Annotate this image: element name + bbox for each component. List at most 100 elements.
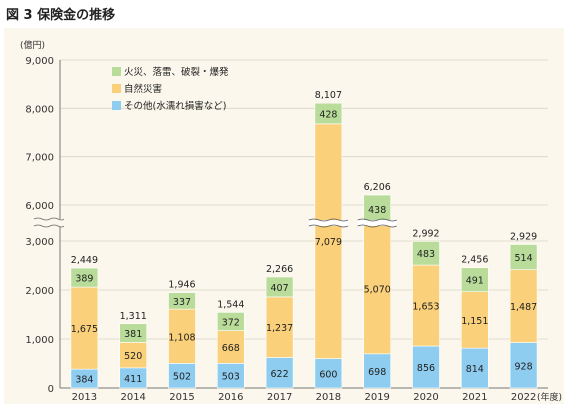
value-label: 600 (319, 369, 337, 380)
bar-segment (217, 312, 245, 331)
total-label: 6,206 (364, 182, 391, 193)
y-tick-label: 2,000 (25, 286, 54, 297)
value-label: 668 (222, 343, 240, 354)
value-label: 520 (124, 351, 142, 362)
x-tick-label: 2014 (120, 392, 145, 403)
value-label: 5,070 (364, 284, 391, 295)
bar-segment (509, 269, 538, 343)
bar-segment (168, 308, 196, 364)
bar-segment (412, 241, 440, 266)
bar-segment (70, 286, 99, 370)
legend-swatch (112, 84, 121, 93)
value-label: 514 (515, 253, 533, 264)
bar-break-line (357, 218, 397, 222)
total-label: 8,107 (315, 90, 342, 101)
value-label: 384 (75, 375, 93, 386)
x-tick-label: 2013 (72, 392, 97, 403)
value-label: 428 (319, 110, 337, 121)
bar-segment (265, 357, 294, 389)
axis-break-gap (34, 219, 64, 227)
value-label: 503 (222, 372, 240, 383)
bar-segment (119, 323, 147, 343)
bar-segment (509, 244, 538, 270)
total-label: 2,449 (71, 255, 98, 266)
y-tick-label: 8,000 (25, 104, 54, 115)
value-label: 1,487 (510, 302, 537, 313)
y-tick-label: 7,000 (25, 153, 54, 164)
y-tick-label: 9,000 (25, 56, 54, 67)
value-label: 7,079 (315, 237, 342, 248)
bar-segment (265, 276, 294, 298)
bar-segment (314, 102, 343, 125)
x-tick-label: 2018 (316, 392, 341, 403)
y-tick-label: 3,000 (25, 237, 54, 248)
bar-segment (363, 194, 392, 224)
bar-segment (314, 358, 343, 389)
value-label: 381 (124, 329, 142, 340)
axis-break-line (33, 217, 65, 221)
y-tick-label: 6,000 (25, 201, 54, 212)
x-tick-label: 2017 (267, 392, 292, 403)
bar-segment (217, 363, 245, 389)
legend-swatch (112, 101, 121, 110)
value-label: 407 (271, 283, 289, 294)
value-label: 1,108 (168, 332, 195, 343)
bar-segment (119, 342, 147, 369)
bar-segment (168, 363, 196, 389)
legend-swatch (112, 67, 121, 76)
bar-break-line (308, 218, 349, 222)
bar-segment (460, 347, 489, 389)
bar-break-gap (357, 220, 397, 226)
x-tick-label: 2022 (511, 392, 536, 403)
value-label: 928 (515, 361, 533, 372)
bar-segment (168, 292, 196, 310)
value-label: 698 (368, 367, 386, 378)
total-label: 2,929 (510, 231, 537, 242)
bar-segment (363, 353, 392, 389)
value-label: 1,237 (266, 323, 293, 334)
x-tick-label: 2020 (413, 392, 438, 403)
x-tick-label: 2016 (218, 392, 243, 403)
total-label: 2,992 (412, 228, 439, 239)
value-label: 1,653 (412, 302, 439, 313)
bar-segment (460, 291, 489, 349)
x-tick-label: 2019 (364, 392, 389, 403)
bar-break-gap (308, 220, 348, 226)
value-label: 491 (466, 276, 484, 287)
value-label: 411 (124, 374, 142, 385)
x-unit-label: (年度) (537, 391, 562, 403)
bar-segment (265, 296, 294, 358)
value-label: 622 (271, 369, 289, 380)
total-label: 2,456 (461, 255, 488, 266)
legend-label: その他(水濡れ損害など) (124, 100, 226, 112)
x-tick-label: 2021 (462, 392, 487, 403)
y-unit-label: (億円) (20, 39, 45, 51)
bar-segment (314, 123, 343, 359)
value-label: 389 (75, 274, 93, 285)
total-label: 1,946 (168, 280, 195, 291)
y-tick-label: 1,000 (25, 335, 54, 346)
figure-title: 図 3 保険金の推移 (6, 8, 116, 23)
total-label: 2,266 (266, 264, 293, 275)
value-label: 1,675 (71, 324, 98, 335)
bar-break-line (357, 224, 397, 228)
y-tick-label: 0 (48, 384, 54, 395)
value-label: 438 (368, 205, 386, 216)
total-label: 1,544 (217, 299, 244, 310)
value-label: 337 (173, 297, 191, 308)
value-label: 856 (417, 363, 435, 374)
bar-segment (70, 267, 99, 288)
axis-break-line (33, 224, 65, 228)
x-tick-label: 2015 (169, 392, 194, 403)
legend-label: 火災、落雷、破裂・爆発 (124, 66, 229, 78)
bar-break-line (308, 224, 349, 228)
value-label: 1,151 (461, 316, 488, 327)
legend-label: 自然災害 (124, 83, 162, 95)
value-label: 372 (222, 318, 240, 329)
total-label: 1,311 (120, 311, 147, 322)
value-label: 483 (417, 249, 435, 260)
value-label: 502 (173, 372, 191, 383)
bar-segment (460, 267, 489, 293)
